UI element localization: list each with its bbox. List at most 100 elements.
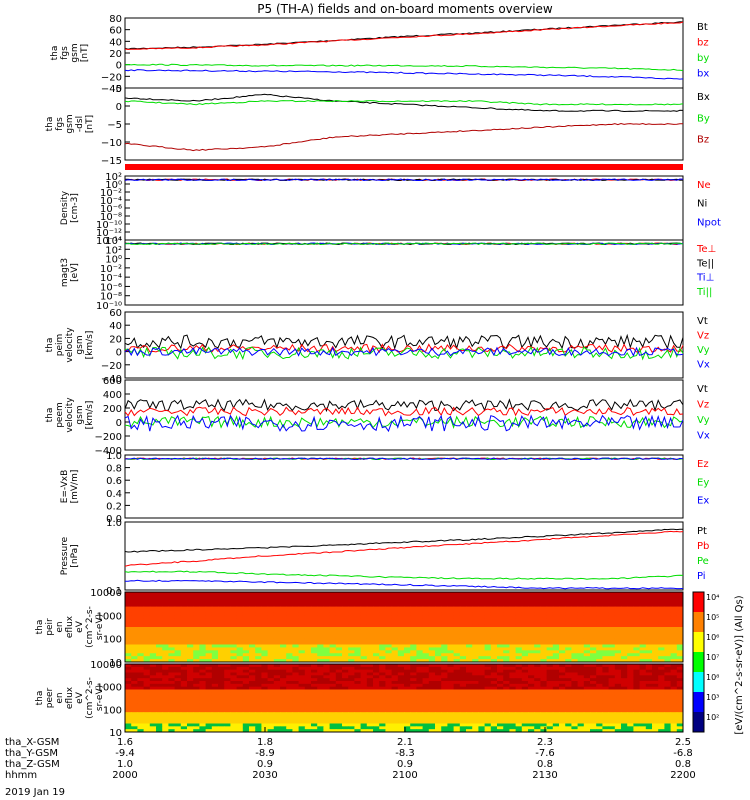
heatmap-cell <box>273 615 281 619</box>
legend-Ti||: Ti|| <box>696 287 712 298</box>
heatmap-cell <box>218 592 225 596</box>
heatmap-cell <box>410 644 417 648</box>
heatmap-cell <box>193 597 200 602</box>
heatmap-cell <box>428 712 436 716</box>
heatmap-cell <box>404 729 411 733</box>
heatmap-cell <box>602 706 610 710</box>
heatmap-cell <box>453 717 461 722</box>
heatmap-cell <box>261 594 269 599</box>
heatmap-cell <box>125 653 132 657</box>
heatmap-cell <box>335 644 343 648</box>
heatmap-cell <box>335 647 343 651</box>
heatmap-cell <box>608 627 616 631</box>
heatmap-cell <box>218 641 225 645</box>
heatmap-cell <box>453 606 461 610</box>
heatmap-cell <box>565 650 572 654</box>
heatmap-cell <box>218 672 225 676</box>
heatmap-cell <box>193 612 200 616</box>
heatmap-cell <box>478 594 486 599</box>
heatmap-cell <box>515 635 523 640</box>
heatmap-cell <box>484 675 492 679</box>
heatmap-cell <box>565 621 572 625</box>
heatmap-cell <box>193 641 200 645</box>
heatmap-cell <box>503 597 510 602</box>
heatmap-cell <box>497 723 504 727</box>
panels: 806040200−20−40thafgsgsm[nT]Btbzbybx50−5… <box>35 14 721 739</box>
heatmap-cell <box>559 656 566 660</box>
heatmap-cell <box>360 594 368 599</box>
heatmap-cell <box>459 664 467 668</box>
heatmap-cell <box>366 726 374 730</box>
heatmap-cell <box>329 632 337 637</box>
heatmap-cell <box>664 675 672 679</box>
heatmap-cell <box>397 597 405 602</box>
heatmap-cell <box>652 647 659 651</box>
heatmap-cell <box>366 678 374 682</box>
heatmap-cell <box>236 709 244 713</box>
heatmap-cell <box>410 678 417 682</box>
heatmap-cell <box>652 700 659 705</box>
heatmap-cell <box>180 726 188 730</box>
heatmap-cell <box>571 666 579 671</box>
heatmap-cell <box>676 706 684 710</box>
heatmap-cell <box>292 656 300 660</box>
heatmap-cell <box>342 624 349 628</box>
heatmap-cell <box>428 627 436 631</box>
heatmap-cell <box>373 689 380 693</box>
heatmap-cell <box>664 695 672 699</box>
heatmap-cell <box>484 603 492 608</box>
heatmap-cell <box>199 615 207 619</box>
heatmap-cell <box>435 698 442 702</box>
heatmap-cell <box>242 592 250 596</box>
heatmap-cell <box>373 709 380 713</box>
heatmap-cell <box>304 615 312 619</box>
heatmap-cell <box>329 592 337 596</box>
heatmap-cell <box>168 647 176 651</box>
heatmap-cell <box>373 615 380 619</box>
heatmap-cell <box>664 618 672 622</box>
heatmap-cell <box>559 638 566 643</box>
heatmap-cell <box>428 669 436 673</box>
heatmap-cell <box>602 618 610 622</box>
heatmap-cell <box>447 706 455 710</box>
heatmap-cell <box>168 635 176 640</box>
heatmap-cell <box>273 689 281 693</box>
heatmap-cell <box>639 681 647 685</box>
heatmap-cell <box>614 641 622 645</box>
heatmap-cell <box>608 712 616 716</box>
heatmap-cell <box>193 681 200 685</box>
heatmap-cell <box>534 656 541 660</box>
heatmap-cell <box>242 723 250 727</box>
heatmap-cell <box>676 603 684 608</box>
heatmap-cell <box>348 592 355 596</box>
heatmap-cell <box>645 698 653 702</box>
heatmap-cell <box>676 638 684 643</box>
heatmap-cell <box>639 638 647 643</box>
heatmap-cell <box>497 638 504 643</box>
heatmap-cell <box>410 635 417 640</box>
heatmap-cell <box>670 638 678 643</box>
heatmap-cell <box>664 666 672 671</box>
heatmap-cell <box>156 698 163 702</box>
heatmap-cell <box>286 709 293 713</box>
legend-Bt: Bt <box>697 22 708 33</box>
heatmap-cell <box>552 609 560 613</box>
heatmap-cell <box>323 669 331 673</box>
heatmap-cell <box>224 664 231 668</box>
heatmap-cell <box>193 686 200 690</box>
heatmap-cell <box>676 653 684 657</box>
heatmap-cell <box>546 592 554 596</box>
heatmap-cell <box>614 729 622 733</box>
heatmap-cell <box>478 664 486 668</box>
heatmap-cell <box>521 641 529 645</box>
heatmap-cell <box>676 723 684 727</box>
heatmap-cell <box>478 666 486 671</box>
heatmap-cell <box>577 603 585 608</box>
heatmap-cell <box>311 692 318 696</box>
heatmap-cell <box>137 615 145 619</box>
heatmap-cell <box>174 650 182 654</box>
heatmap-cell <box>267 726 275 730</box>
heatmap-cell <box>149 594 157 599</box>
heatmap-cell <box>397 609 405 613</box>
heatmap-cell <box>645 678 653 682</box>
